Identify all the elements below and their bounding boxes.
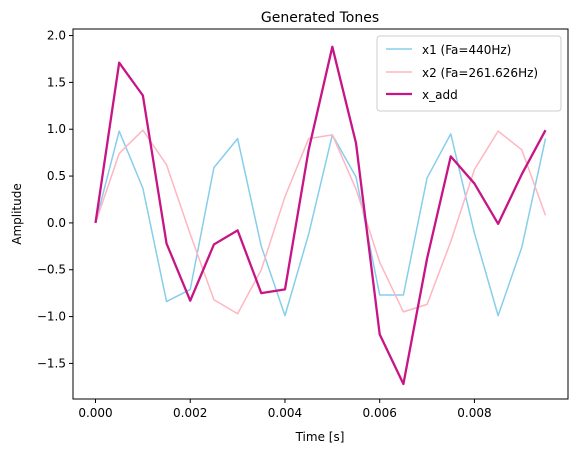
legend-label-x-add: x_add <box>422 88 458 102</box>
x-tick-label: 0.002 <box>173 406 207 420</box>
x-tick-label: 0.008 <box>457 406 491 420</box>
series-line-3 <box>94 45 547 386</box>
chart-title: Generated Tones <box>261 10 379 26</box>
x-tick-label: 0.000 <box>78 406 112 420</box>
series-line-1 <box>94 130 547 317</box>
x-axis-label: Time [s] <box>295 430 345 444</box>
x-tick-label: 0.004 <box>268 406 302 420</box>
legend-label-x1: x1 (Fa=440Hz) <box>422 43 511 57</box>
y-tick-label: 1.0 <box>47 122 66 136</box>
series-line-2 <box>94 129 547 315</box>
y-axis-label: Amplitude <box>10 183 24 245</box>
y-tick-label: 0.5 <box>47 169 66 183</box>
plot-frame <box>72 28 569 400</box>
x-ticks: 0.000 0.002 0.004 0.006 0.008 <box>78 399 492 420</box>
y-ticks: −1.5 −1.0 −0.5 0.0 0.5 1.0 1.5 2.0 <box>37 29 73 370</box>
plot-lines <box>94 45 547 386</box>
legend-label-x2: x2 (Fa=261.626Hz) <box>422 66 538 80</box>
y-tick-label: −0.5 <box>37 263 66 277</box>
y-tick-label: 2.0 <box>47 29 66 43</box>
y-tick-label: −1.0 <box>37 310 66 324</box>
y-tick-label: 1.5 <box>47 75 66 89</box>
x-tick-label: 0.006 <box>363 406 397 420</box>
y-tick-label: −1.5 <box>37 356 66 370</box>
y-tick-label: 0.0 <box>47 216 66 230</box>
legend-box <box>376 35 562 112</box>
legend: x1 (Fa=440Hz) x2 (Fa=261.626Hz) x_add <box>376 35 562 112</box>
